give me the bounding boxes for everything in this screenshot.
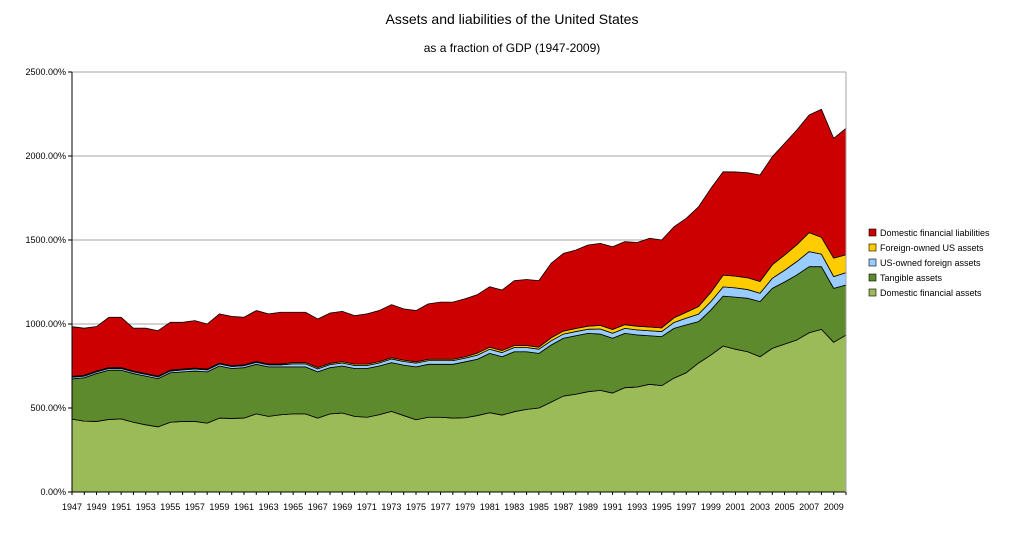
x-tick-label: 2009 bbox=[824, 502, 844, 512]
x-tick-label: 1955 bbox=[160, 502, 180, 512]
x-tick-label: 1991 bbox=[603, 502, 623, 512]
x-tick-label: 1975 bbox=[406, 502, 426, 512]
y-tick-label: 1000.00% bbox=[25, 319, 66, 329]
x-tick-label: 2003 bbox=[750, 502, 770, 512]
x-tick-label: 1979 bbox=[455, 502, 475, 512]
x-tick-label: 1977 bbox=[431, 502, 451, 512]
x-tick-label: 1957 bbox=[185, 502, 205, 512]
x-tick-label: 1953 bbox=[136, 502, 156, 512]
y-tick-label: 2500.00% bbox=[25, 67, 66, 77]
x-axis-ticks: 1947 1949 1951 1953 1955 1957 1959 1961 1963 1965… bbox=[62, 492, 847, 512]
x-tick-label: 2001 bbox=[725, 502, 745, 512]
x-tick-label: 1961 bbox=[234, 502, 254, 512]
y-tick-label: 0.00% bbox=[40, 487, 66, 497]
legend-label: US-owned foreign assets bbox=[880, 258, 981, 268]
legend-swatch bbox=[868, 273, 877, 282]
y-axis-ticks: 0.00% 500.00% 1000.00% 1500.00% 2000.00% 2500… bbox=[25, 67, 72, 497]
x-tick-label: 1967 bbox=[308, 502, 328, 512]
x-tick-label: 1949 bbox=[87, 502, 107, 512]
x-tick-label: 1947 bbox=[62, 502, 82, 512]
x-tick-label: 1993 bbox=[627, 502, 647, 512]
legend-swatch bbox=[868, 288, 877, 297]
y-tick-label: 500.00% bbox=[30, 403, 66, 413]
x-tick-label: 1959 bbox=[209, 502, 229, 512]
x-tick-label: 1999 bbox=[701, 502, 721, 512]
area-series bbox=[71, 108, 847, 493]
legend-label: Domestic financial liabilities bbox=[880, 228, 990, 238]
x-tick-label: 1985 bbox=[529, 502, 549, 512]
legend: Domestic financial liabilities Foreign-ow… bbox=[868, 228, 990, 298]
chart-title: Assets and liabilities of the United Sta… bbox=[386, 11, 639, 27]
legend-swatch bbox=[868, 243, 877, 252]
chart-subtitle: as a fraction of GDP (1947-2009) bbox=[424, 41, 601, 55]
y-tick-label: 2000.00% bbox=[25, 151, 66, 161]
x-tick-label: 1987 bbox=[553, 502, 573, 512]
x-tick-label: 2005 bbox=[775, 502, 795, 512]
legend-swatch bbox=[868, 258, 877, 267]
x-tick-label: 1989 bbox=[578, 502, 598, 512]
x-tick-label: 1963 bbox=[259, 502, 279, 512]
x-tick-label: 1973 bbox=[381, 502, 401, 512]
legend-label: Domestic financial assets bbox=[880, 288, 982, 298]
axes bbox=[71, 72, 847, 493]
legend-swatch bbox=[868, 228, 877, 237]
x-tick-label: 2007 bbox=[799, 502, 819, 512]
x-tick-label: 1981 bbox=[480, 502, 500, 512]
x-tick-label: 1983 bbox=[504, 502, 524, 512]
x-tick-label: 1965 bbox=[283, 502, 303, 512]
x-tick-label: 1971 bbox=[357, 502, 377, 512]
x-tick-label: 1951 bbox=[111, 502, 131, 512]
x-tick-label: 1995 bbox=[652, 502, 672, 512]
legend-label: Tangible assets bbox=[880, 273, 943, 283]
x-tick-label: 1997 bbox=[676, 502, 696, 512]
y-tick-label: 1500.00% bbox=[25, 235, 66, 245]
legend-label: Foreign-owned US assets bbox=[880, 243, 984, 253]
x-tick-label: 1969 bbox=[332, 502, 352, 512]
